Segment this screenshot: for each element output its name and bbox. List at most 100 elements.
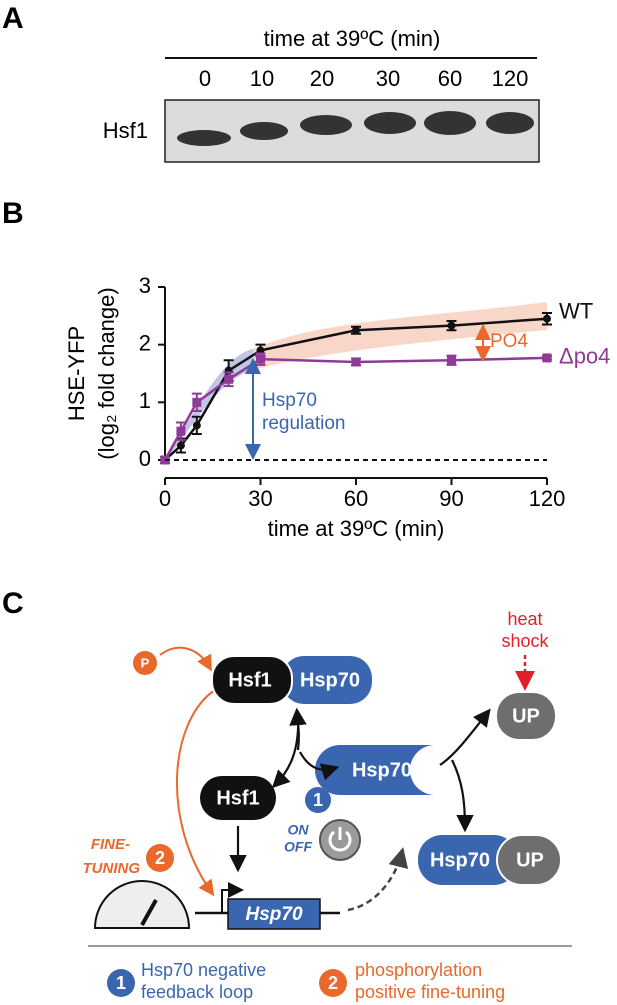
point (542, 353, 552, 363)
lane-label: 60 (438, 66, 462, 91)
lane-label: 20 (310, 66, 334, 91)
promoter (221, 882, 244, 913)
blot-title: time at 39ºC (min) (264, 26, 441, 51)
y-tick-label: 3 (139, 273, 151, 298)
gauge (93, 880, 191, 929)
heat-shock: shock (501, 631, 549, 651)
bands (177, 111, 534, 146)
fine-tuning: TUNING (83, 860, 141, 877)
band (486, 112, 534, 134)
model-band (253, 302, 547, 370)
x-tick-label: 90 (439, 486, 463, 511)
legend-text: feedback loop (141, 982, 253, 1002)
legend-marker (107, 969, 135, 997)
up-node (496, 834, 562, 886)
point (351, 357, 361, 367)
switch-label: OFF (284, 839, 312, 855)
heat-shock: heat (507, 609, 542, 629)
arrow (289, 707, 307, 751)
lane-label: 30 (376, 66, 400, 91)
annotation: PO4 (490, 331, 528, 352)
arrow (451, 759, 474, 833)
band (424, 111, 476, 135)
point (176, 441, 185, 450)
y-tick-label: 2 (139, 330, 151, 355)
point (543, 314, 551, 323)
node-label: Hsf1 (228, 669, 271, 691)
legend-text: Hsp70 negative (141, 960, 266, 980)
annotation: regulation (262, 413, 345, 434)
phospho (133, 651, 157, 675)
lane-label: 0 (199, 66, 211, 91)
series-line (163, 356, 548, 461)
series-line (164, 317, 548, 461)
phospho-label: P (141, 655, 150, 670)
legend-text: phosphorylation (355, 960, 482, 980)
band (177, 130, 231, 146)
arrow (271, 711, 300, 789)
arrow (439, 708, 491, 766)
y-tick-label: 0 (139, 446, 151, 471)
switch-label: ON (288, 822, 310, 838)
marker (305, 787, 331, 813)
panel-label: C (2, 587, 24, 620)
point (176, 426, 186, 436)
up-node (497, 693, 555, 739)
arrow (347, 847, 409, 912)
point (447, 355, 456, 365)
x-axis-label: time at 39ºC (min) (268, 516, 445, 541)
arrow (176, 689, 216, 897)
fine-tuning: FINE- (91, 836, 130, 853)
gene-label: Hsp70 (245, 904, 302, 925)
lane-label: 120 (492, 66, 529, 91)
arrow (159, 646, 212, 672)
point (352, 326, 360, 335)
point (447, 321, 456, 330)
marker-label: 2 (155, 848, 165, 868)
band (240, 122, 288, 140)
legend-text: positive fine-tuning (355, 982, 505, 1002)
x-tick-label: 120 (529, 486, 566, 511)
hsf1-node (211, 655, 293, 705)
x-tick-label: 60 (344, 486, 368, 511)
x-tick-label: 0 (159, 486, 171, 511)
hsp70-node (282, 656, 372, 704)
y-axis-label: HSE-YFP (64, 326, 89, 421)
lane-label: 10 (250, 66, 274, 91)
hsf1-node (200, 776, 276, 820)
node-label: Hsp70 (300, 669, 360, 691)
power-icon (328, 830, 352, 852)
node-label: Hsp70 (352, 759, 412, 781)
arrow (299, 751, 340, 781)
marker-label: 1 (313, 790, 323, 810)
node-label: Hsf1 (216, 787, 259, 809)
point (256, 354, 265, 364)
hsp70-node (315, 745, 435, 795)
y-tick-label: 1 (139, 388, 151, 413)
band (300, 115, 352, 135)
x-tick-label: 30 (248, 486, 272, 511)
y-axis-label: (log₂ fold change) (94, 287, 119, 459)
lane-labels: 0 10 20 30 60 120 (199, 66, 528, 91)
gene-box (227, 898, 321, 930)
node-label: UP (512, 705, 540, 727)
point (192, 397, 202, 407)
legend-marker (319, 969, 347, 997)
gauge-needle (140, 899, 158, 926)
annotation: Hsp70 (262, 390, 317, 411)
node-label: Hsp70 (430, 849, 490, 871)
blot (164, 99, 540, 163)
panel-label: B (2, 197, 24, 230)
marker (146, 844, 174, 872)
series-label: WT (559, 299, 593, 324)
series-label: Δpo4 (559, 344, 610, 369)
node-label: UP (516, 849, 544, 871)
panel-label: A (2, 2, 24, 35)
legend-number: 1 (116, 973, 126, 993)
point (192, 421, 201, 430)
band (364, 112, 416, 134)
legend-number: 2 (328, 973, 338, 993)
hsp70-node (418, 835, 518, 885)
